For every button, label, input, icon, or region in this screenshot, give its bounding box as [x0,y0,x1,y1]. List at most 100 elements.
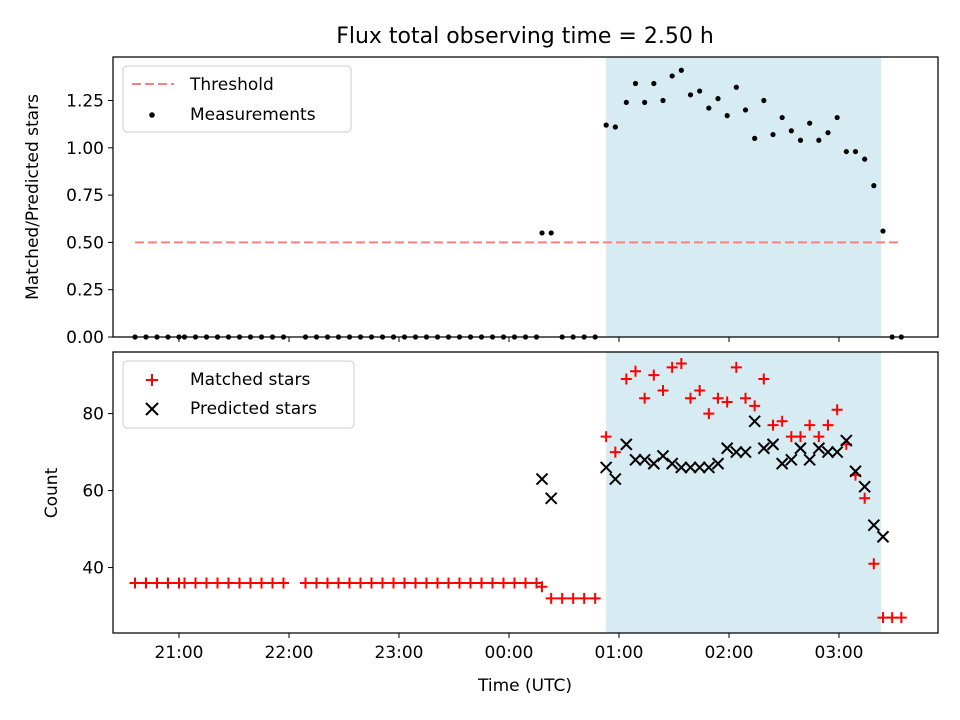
predicted-star-point [620,438,633,451]
measurement-point [632,80,639,87]
matched-star-point [388,577,399,589]
matched-star-point [639,392,651,404]
matched-star-point [278,577,289,589]
measurement-point [548,230,554,236]
matched-star-point [234,577,245,589]
matched-star-point [520,577,531,589]
predicted-star-point [867,519,881,532]
x-tick-label: 21:00 [155,643,204,663]
matched-star-point [868,558,880,570]
measurement-point [761,97,767,104]
predicted-star-point [785,453,798,466]
matched-star-point [256,577,267,589]
bottom-panel: 40 60 80 21:00 22:00 23:00 00:00 01:00 02:00 03:0… [42,351,939,696]
top-ticks: 0.00 0.25 0.50 0.75 1.00 1.25 [66,92,840,348]
predicted-star-point [830,445,844,459]
measurement-point [852,148,859,155]
predicted-star-point [794,442,807,455]
bottom-markers [129,358,907,624]
bottom-axes-frame [112,351,939,634]
matched-star-point [620,373,632,385]
matched-star-point [536,581,548,593]
matched-star-point [377,577,388,589]
x-tick-label: 02:00 [705,643,754,663]
matched-star-point [487,577,498,589]
matched-star-point [498,577,509,589]
measurement-point [797,137,804,143]
matched-star-point [685,392,696,404]
measurement-point [807,120,813,126]
measurement-point [733,84,739,90]
measurement-point [752,135,758,141]
measurement-point [706,105,712,111]
top-y-tick-label: 0.00 [66,328,104,348]
x-tick-label: 01:00 [595,643,644,663]
measurement-point [715,96,721,102]
measurement-point [724,113,730,119]
matched-star-point [344,577,355,589]
measurement-point [623,99,629,106]
predicted-star-point [775,457,789,470]
measurement-point [678,67,684,73]
measurement-point [834,114,840,121]
matched-star-point [758,373,770,385]
predicted-star-point [711,457,725,470]
matched-star-point [589,592,601,604]
matched-star-point [267,577,278,589]
measurement-point [687,92,694,98]
top-panel: 0.00 0.25 0.50 0.75 1.00 1.25 Matched/Predict… [23,56,939,348]
legend-predicted-label: Predicted stars [190,399,317,419]
measurement-point [603,122,609,128]
predicted-star-point [849,465,862,478]
top-y-axis-label: Matched/Predicted stars [23,94,43,300]
matched-star-point [694,384,706,396]
x-axis-label: Time (UTC) [477,676,572,696]
measurement-point [612,124,618,130]
matched-star-point [703,408,715,420]
matched-star-point [212,577,223,589]
matched-star-point [366,577,377,589]
predicted-star-point [693,461,706,474]
top-y-tick-label: 0.25 [66,281,104,301]
bottom-y-axis-label: Count [42,467,62,518]
measurement-point [642,99,648,106]
bottom-y-tick-label: 80 [82,405,104,425]
predicted-star-point [840,434,853,447]
measurement-point [779,114,785,121]
matched-star-point [666,361,678,373]
top-observing-window [606,57,882,337]
matched-star-point [223,577,234,589]
matched-star-point [432,577,443,589]
matched-star-point [151,577,163,589]
predicted-star-point [739,445,752,459]
matched-star-point [129,577,141,589]
legend-measurements-swatch [149,112,155,118]
measurement-point [742,107,749,113]
bottom-legend-box [122,360,355,429]
predicted-star-point [730,445,743,459]
matched-star-point [795,431,806,443]
matched-star-point [785,431,797,443]
matched-star-point [140,577,152,589]
predicted-star-point [647,457,661,470]
measurement-point [770,131,776,138]
measurement-point [788,128,794,134]
predicted-star-point [748,415,761,428]
matched-star-point [721,396,733,408]
predicted-star-point [599,461,613,474]
matched-star-point [859,492,871,504]
predicted-star-point [757,442,771,455]
matched-star-point [245,577,256,589]
legend-threshold-label: Threshold [189,75,274,95]
top-y-tick-label: 1.25 [66,92,104,112]
predicted-star-point [720,442,734,455]
matched-star-point [600,431,612,443]
matched-star-point [609,446,621,458]
bottom-ticks: 40 60 80 21:00 22:00 23:00 00:00 01:00 02:00 03:0… [82,405,863,663]
matched-star-point [190,577,201,589]
predicted-star-point [812,442,826,455]
predicted-star-point [665,457,679,470]
measurement-point [539,230,545,236]
bottom-y-tick-label: 60 [82,482,104,502]
